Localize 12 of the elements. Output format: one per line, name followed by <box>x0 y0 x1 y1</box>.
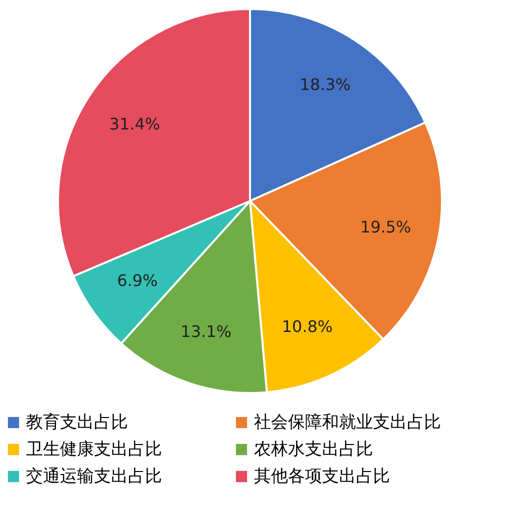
data-label: 6.9% <box>117 271 158 290</box>
data-label: 19.5% <box>360 217 412 236</box>
legend-label: 卫生健康支出占比 <box>26 440 162 460</box>
legend-label: 教育支出占比 <box>26 412 128 433</box>
legend-label: 农林水支出占比 <box>254 440 373 460</box>
data-label: 31.4% <box>109 114 160 134</box>
data-label: 10.8% <box>282 316 333 336</box>
data-label: 13.1% <box>180 322 232 342</box>
data-label: 18.3% <box>300 74 351 94</box>
legend-label: 社会保障和就业支出占比 <box>254 412 441 433</box>
legend-label: 交通运输支出占比 <box>26 466 162 486</box>
legend-label: 其他各项支出占比 <box>254 466 390 486</box>
